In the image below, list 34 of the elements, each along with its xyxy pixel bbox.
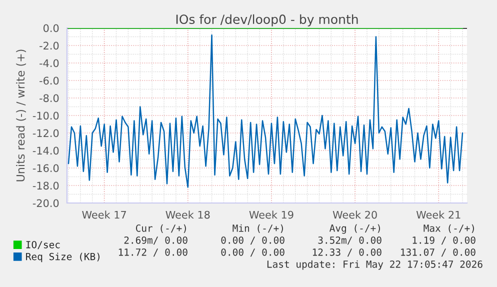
text: Min (-/+)	[232, 224, 283, 233]
text: Avg (-/+)	[330, 224, 380, 234]
text: 0.00 / 0.00	[221, 248, 284, 257]
y-tick-label: -4.0	[40, 59, 59, 68]
legend-label: Req Size (KB)	[26, 252, 100, 262]
y-tick-label: -10.0	[32, 112, 59, 120]
y-tick-label: -12.0	[32, 129, 59, 138]
text: 131.07 / 0.00	[401, 248, 476, 257]
text: 1.19 / 0.00	[412, 236, 476, 245]
line-series	[68, 34, 464, 188]
text: Max (-/+)	[424, 224, 474, 233]
y-tick-label: -14.0	[32, 146, 59, 155]
x-tick-label: Week 18	[166, 210, 210, 219]
text: 2.69m/ 0.00	[124, 236, 188, 245]
text: Cur (-/+)	[136, 224, 186, 233]
x-tick-label: Week 21	[416, 210, 460, 219]
x-tick-label: Week 19	[249, 210, 294, 219]
y-tick-label: -2.0	[40, 42, 59, 50]
y-tick-label: 0.0	[43, 24, 59, 32]
text: 0.00 / 0.00	[221, 236, 284, 245]
x-tick-label: Week 17	[82, 210, 126, 219]
text: Last update: Fri May 22 17:05:47 2026	[267, 260, 482, 270]
chart-title: IOs for /dev/loop0 - by month	[176, 14, 358, 26]
text: 12.33 / 0.00	[312, 248, 382, 257]
text: 11.72 / 0.00	[118, 248, 188, 257]
y-tick-label: -20.0	[32, 199, 59, 208]
y-tick-label: -16.0	[32, 164, 59, 172]
text: 3.52m/ 0.00	[318, 236, 382, 245]
legend-label: IO/sec	[26, 240, 60, 250]
y-tick-label: -18.0	[32, 182, 59, 190]
x-tick-label: Week 20	[332, 210, 377, 219]
y-tick-label: -8.0	[40, 94, 59, 102]
y-tick-label: -6.0	[40, 76, 59, 85]
y-axis-title: Units read (-) / write (+)	[16, 50, 26, 182]
